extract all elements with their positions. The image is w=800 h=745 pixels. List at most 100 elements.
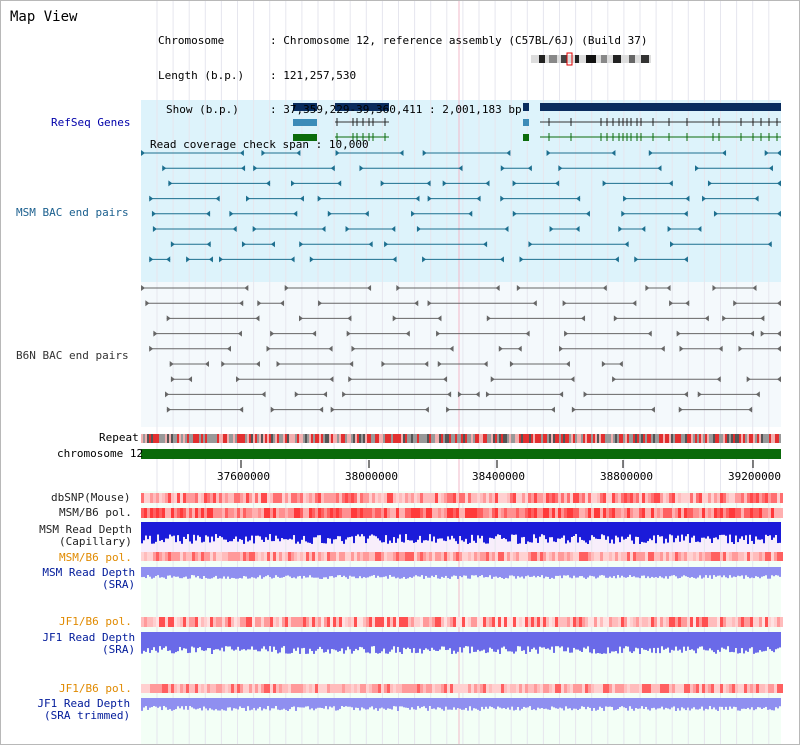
bac-end-marker: [337, 180, 342, 187]
read-depth-bar: [653, 522, 655, 536]
read-depth-bar: [377, 567, 379, 576]
read-depth-bar: [219, 698, 221, 711]
repeat-element: [451, 434, 453, 443]
read-depth-bar: [379, 567, 381, 578]
repeat-element: [477, 434, 479, 443]
heat-cell: [693, 684, 696, 693]
heat-cell: [477, 493, 480, 503]
read-depth-bar: [569, 632, 571, 653]
read-depth-bar: [463, 698, 465, 710]
heat-cell: [681, 684, 684, 693]
repeat-element: [449, 434, 451, 443]
heat-cell: [150, 684, 153, 693]
heat-cell: [249, 552, 252, 561]
read-depth-bar: [253, 632, 255, 650]
read-depth-bar: [479, 632, 481, 652]
read-depth-bar: [509, 567, 511, 576]
heat-cell: [642, 493, 645, 503]
read-depth-bar: [551, 632, 553, 647]
msm-bac-end-pairs-link[interactable]: MSM BAC end pairs: [16, 206, 129, 219]
bac-end-marker: [506, 150, 511, 156]
heat-cell: [297, 684, 300, 693]
refseq-genes-link[interactable]: RefSeq Genes: [51, 116, 131, 129]
bac-end-marker: [426, 180, 431, 187]
heat-cell: [672, 552, 675, 561]
read-depth-bar: [761, 698, 763, 709]
read-depth-bar: [331, 567, 333, 577]
read-depth-bar: [677, 522, 679, 536]
heat-cell: [456, 508, 459, 518]
repeat-element: [705, 434, 707, 443]
heat-cell: [303, 617, 306, 627]
heat-cell: [648, 684, 651, 693]
heat-cell: [219, 552, 222, 561]
heat-cell: [408, 684, 411, 693]
heat-cell: [699, 493, 702, 503]
heat-cell: [201, 684, 204, 693]
read-depth-bar: [737, 698, 739, 711]
repeat-element: [205, 434, 207, 443]
read-depth-bar: [721, 698, 723, 707]
heat-cell: [264, 508, 267, 518]
read-depth-bar: [395, 522, 397, 543]
read-depth-bar: [177, 567, 179, 577]
bac-end-marker: [648, 150, 653, 156]
heat-cell: [369, 684, 372, 693]
bac-end-marker: [618, 226, 623, 232]
heat-cell: [618, 508, 621, 518]
bac-end-marker: [424, 406, 429, 413]
read-depth-bar: [193, 522, 195, 535]
read-depth-bar: [213, 632, 215, 650]
heat-cell: [495, 617, 498, 627]
read-depth-bar: [149, 522, 151, 536]
bac-end-marker: [255, 315, 260, 322]
read-depth-bar: [531, 698, 533, 710]
read-depth-bar: [311, 698, 313, 709]
read-depth-bar: [333, 698, 335, 707]
heat-cell: [435, 508, 438, 518]
heat-cell: [501, 508, 504, 518]
read-depth-bar: [319, 522, 321, 536]
repeat-element: [765, 434, 767, 443]
read-depth-bar: [243, 522, 245, 544]
bac-end-marker: [571, 406, 576, 413]
heat-cell: [552, 617, 555, 627]
read-depth-bar: [579, 632, 581, 651]
heat-cell: [582, 684, 585, 693]
read-depth-bar: [187, 567, 189, 579]
read-depth-bar: [599, 698, 601, 707]
read-depth-bar: [223, 632, 225, 652]
heat-cell: [252, 508, 255, 518]
repeat-element: [309, 434, 311, 443]
repeat-element: [373, 434, 375, 443]
heat-cell: [414, 684, 417, 693]
read-depth-bar: [513, 522, 515, 535]
heat-cell: [762, 684, 765, 693]
heat-cell: [201, 508, 204, 518]
repeat-element: [313, 434, 315, 443]
repeat-element: [279, 434, 281, 443]
read-depth-bar: [455, 698, 457, 710]
bac-end-marker: [149, 345, 154, 352]
read-depth-bar: [283, 632, 285, 647]
repeat-element: [415, 434, 417, 443]
heat-cell: [462, 684, 465, 693]
read-depth-bar: [547, 698, 549, 710]
read-depth-bar: [439, 522, 441, 539]
heat-cell: [237, 552, 240, 561]
read-depth-bar: [773, 567, 775, 577]
heat-cell: [402, 508, 405, 518]
read-depth-bar: [671, 632, 673, 650]
heat-cell: [663, 684, 666, 693]
read-depth-bar: [451, 567, 453, 577]
read-depth-bar: [245, 567, 247, 577]
bac-end-marker: [457, 391, 462, 398]
heat-cell: [492, 508, 495, 518]
read-depth-bar: [191, 632, 193, 647]
read-depth-bar: [285, 567, 287, 576]
heat-cell: [453, 493, 456, 503]
read-depth-bar: [305, 567, 307, 578]
read-depth-bar: [745, 522, 747, 536]
repeat-element: [583, 434, 585, 443]
